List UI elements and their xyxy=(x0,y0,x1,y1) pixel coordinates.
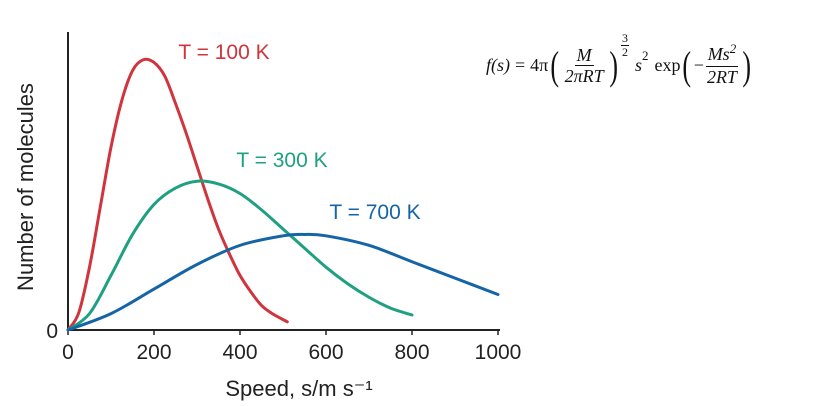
formula-fraction-2: Ms2 2RT xyxy=(705,41,739,87)
formula-fraction-1: M 2πRT xyxy=(563,45,606,86)
x-axis-label: Speed, s/m s⁻¹ xyxy=(225,376,372,401)
y-axis-label: Number of molecules xyxy=(13,83,38,291)
formula-coefficient: 4π xyxy=(530,55,549,75)
formula-s-exponent: 2 xyxy=(641,47,649,63)
series-label: T = 100 K xyxy=(178,41,269,64)
formula-exponent-num: 3 xyxy=(620,31,629,46)
formula-den-1: 2πRT xyxy=(564,66,604,86)
formula-exponent-den: 2 xyxy=(621,45,628,59)
formula-num-2: Ms2 xyxy=(705,41,739,67)
formula-lhs: f(s) xyxy=(486,55,510,75)
formula-paren-open-2: ( xyxy=(682,42,692,88)
formula-num-1: M xyxy=(574,45,594,66)
series-layer xyxy=(66,57,500,332)
x-tick-label: 200 xyxy=(136,341,171,364)
series-label: T = 300 K xyxy=(236,149,327,172)
y-ticks: 0 xyxy=(46,320,58,343)
formula-s: s xyxy=(634,55,642,75)
formula-den-2: 2RT xyxy=(706,67,737,87)
series-line xyxy=(66,179,414,332)
y-tick-label: 0 xyxy=(46,320,58,343)
formula-paren-close-2: ) xyxy=(742,42,751,88)
series-line xyxy=(66,57,289,332)
x-tick-label: 800 xyxy=(394,341,429,364)
axes xyxy=(67,32,500,331)
formula-exp: exp xyxy=(654,55,681,75)
series-line xyxy=(66,232,500,332)
formula-paren-close: ) xyxy=(608,42,618,88)
distribution-formula: f(s) = 4π ( M 2πRT ) 3 2 s 2 exp ( − Ms2… xyxy=(486,32,753,88)
formula-minus: − xyxy=(693,55,704,75)
x-tick-label: 400 xyxy=(222,341,257,364)
formula-exponent-fraction: 3 2 xyxy=(620,31,629,59)
formula-paren-open: ( xyxy=(550,42,560,88)
x-ticks: 0 200 400 600 800 1000 xyxy=(62,330,521,364)
series-label: T = 700 K xyxy=(329,201,420,224)
x-tick-label: 1000 xyxy=(475,341,522,364)
series-labels: T = 100 K T = 300 K T = 700 K xyxy=(178,41,420,224)
x-tick-label: 600 xyxy=(308,341,343,364)
x-tick-label: 0 xyxy=(62,341,74,364)
formula-num-2-base: Ms xyxy=(707,44,730,64)
formula-num-2-exponent: 2 xyxy=(729,41,737,56)
formula-equals: = xyxy=(515,55,526,75)
